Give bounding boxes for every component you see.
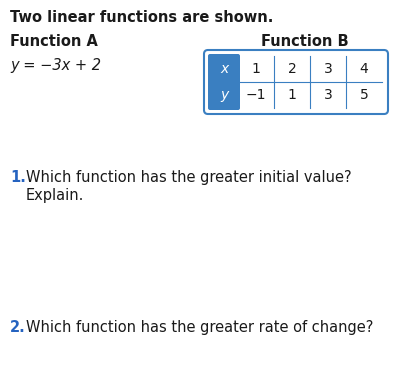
Text: −1: −1 <box>246 88 266 102</box>
Text: 3: 3 <box>323 62 332 76</box>
FancyBboxPatch shape <box>208 54 240 84</box>
Text: 1: 1 <box>288 88 297 102</box>
Text: 3: 3 <box>323 88 332 102</box>
FancyBboxPatch shape <box>208 80 240 110</box>
Text: Explain.: Explain. <box>26 188 84 203</box>
Text: Two linear functions are shown.: Two linear functions are shown. <box>10 10 274 25</box>
Text: 2.: 2. <box>10 320 26 335</box>
FancyBboxPatch shape <box>204 50 388 114</box>
Text: Function B: Function B <box>261 34 349 49</box>
Text: y: y <box>220 88 228 102</box>
Text: x: x <box>220 62 228 76</box>
Text: Which function has the greater rate of change?: Which function has the greater rate of c… <box>26 320 373 335</box>
Text: 1.: 1. <box>10 170 26 185</box>
Text: Which function has the greater initial value?: Which function has the greater initial v… <box>26 170 351 185</box>
Text: 4: 4 <box>360 62 368 76</box>
Text: y = −3x + 2: y = −3x + 2 <box>10 58 101 73</box>
Text: 1: 1 <box>252 62 260 76</box>
Text: Function A: Function A <box>10 34 98 49</box>
Text: 2: 2 <box>288 62 296 76</box>
Text: 5: 5 <box>360 88 368 102</box>
